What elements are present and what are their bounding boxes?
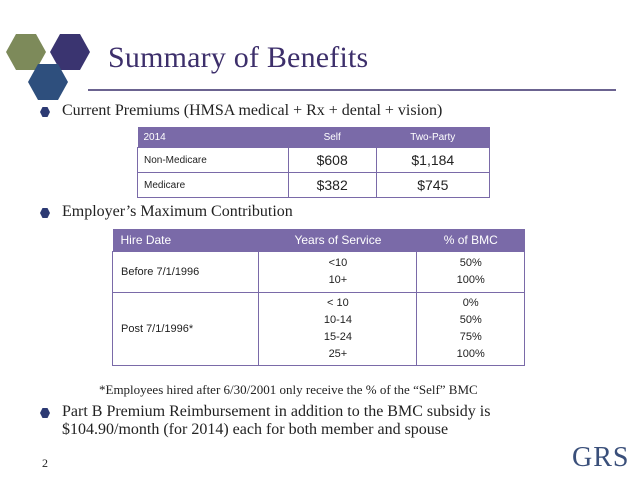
bullet-text: Employer’s Maximum Contribution (62, 203, 293, 220)
footnote: *Employees hired after 6/30/2001 only re… (99, 382, 478, 397)
page-title: Summary of Benefits (108, 41, 369, 74)
hexagon-bullet-icon (40, 208, 50, 218)
table-cell: < 10 10-14 15-24 25+ (258, 292, 418, 366)
table-row: Medicare $382 $745 (137, 172, 491, 198)
premiums-table: 2014 Self Two-Party Non-Medicare $608 $1… (137, 127, 491, 198)
table-cell: $608 (287, 147, 377, 173)
table-cell: 0% 50% 75% 100% (416, 292, 525, 366)
cell-line: 50% (459, 257, 482, 269)
grs-logo: GRS (572, 442, 630, 473)
bullet-text-continuation: $104.90/month (for 2014) each for both m… (62, 421, 449, 438)
table-cell: 50% 100% (416, 251, 525, 293)
table-cell: $1,184 (375, 147, 491, 173)
cell-line: 75% (459, 331, 482, 343)
table-cell: <10 10+ (258, 251, 418, 293)
bullet-text: Current Premiums (HMSA medical + Rx + de… (62, 102, 443, 119)
table-row: Non-Medicare $608 $1,184 (137, 147, 491, 173)
column-header: % of BMC (416, 229, 525, 252)
column-header: Self (288, 127, 377, 148)
cell-line: 100% (456, 274, 485, 286)
table-cell: $382 (287, 172, 377, 198)
cell-line: 10-14 (323, 314, 352, 326)
table-header-row: 2014 Self Two-Party (137, 127, 490, 148)
table-row: Post 7/1/1996* < 10 10-14 15-24 25+ 0% 5… (111, 292, 525, 366)
hexagon-bullet-icon (40, 107, 50, 117)
cell-line: < 10 (327, 297, 349, 309)
cell-line: <10 (328, 257, 348, 269)
table-header-row: Hire Date Years of Service % of BMC (112, 229, 525, 252)
cell-line: 15-24 (323, 331, 352, 343)
table-cell: Non-Medicare (137, 147, 289, 173)
page-number: 2 (42, 456, 48, 470)
table-cell: Medicare (137, 172, 289, 198)
cell-line: 10+ (328, 274, 348, 286)
table-cell: Post 7/1/1996* (111, 292, 260, 366)
column-header: 2014 (137, 127, 289, 148)
table-cell: $745 (375, 172, 491, 198)
cell-line: 100% (456, 348, 485, 360)
column-header: Two-Party (376, 127, 490, 148)
title-divider (88, 89, 616, 91)
column-header: Hire Date (112, 229, 259, 252)
cell-line: 0% (462, 297, 479, 309)
table-row: Before 7/1/1996 <10 10+ 50% 100% (111, 251, 525, 293)
contribution-table: Hire Date Years of Service % of BMC Befo… (111, 229, 525, 366)
cell-line: 50% (459, 314, 482, 326)
cell-line: 25+ (328, 348, 348, 360)
hexagon-bullet-icon (40, 408, 50, 418)
column-header: Years of Service (258, 229, 417, 252)
hexagon-blue-icon (28, 64, 68, 100)
bullet-text: Part B Premium Reimbursement in addition… (62, 403, 491, 420)
table-cell: Before 7/1/1996 (111, 251, 260, 293)
